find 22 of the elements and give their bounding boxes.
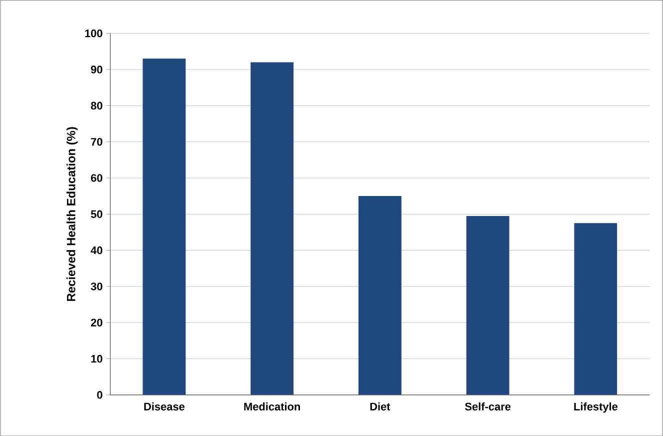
x-tick-label: Diet <box>370 402 390 410</box>
y-tick-label: 10 <box>91 354 102 363</box>
y-tick-label: 100 <box>85 29 102 38</box>
x-tick-label: Self-care <box>465 402 511 410</box>
y-tick-label: 40 <box>90 246 102 254</box>
bar <box>250 62 294 395</box>
y-tick-label: 90 <box>90 66 102 74</box>
x-tick-label: Disease <box>144 402 185 410</box>
y-tick-label: 0 <box>97 390 102 399</box>
y-tick-label: 60 <box>90 174 102 182</box>
y-tick-label: 30 <box>90 282 102 290</box>
y-tick-label: 20 <box>90 318 102 326</box>
bar <box>574 223 618 395</box>
y-tick-label: 80 <box>90 102 102 110</box>
bar <box>358 196 402 395</box>
x-tick-label: Medication <box>244 402 300 410</box>
y-tick-label: 70 <box>91 138 102 146</box>
x-tick-label: Lifestyle <box>574 402 618 412</box>
y-tick-label: 50 <box>90 210 102 218</box>
bar <box>466 216 510 395</box>
bar <box>142 58 186 395</box>
y-axis-title: Recieved Health Education (%) <box>66 127 78 301</box>
